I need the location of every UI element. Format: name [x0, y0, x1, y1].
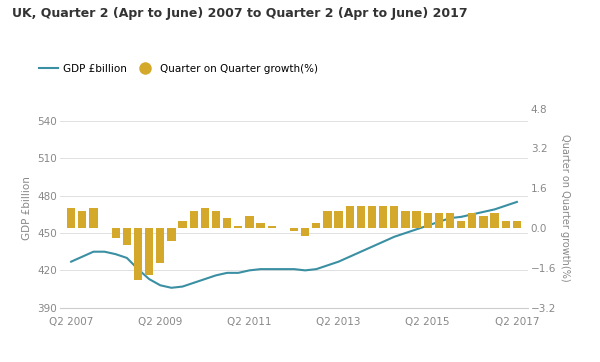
Bar [434, 213, 443, 228]
Bar [468, 213, 476, 228]
Bar [301, 228, 310, 236]
Bar [512, 220, 521, 228]
Bar [190, 211, 198, 228]
Bar [490, 213, 499, 228]
Bar [346, 206, 354, 228]
Bar [502, 220, 510, 228]
Bar [401, 211, 410, 228]
Bar [167, 228, 176, 240]
Bar [200, 208, 209, 228]
Bar [145, 228, 154, 275]
Bar [212, 211, 220, 228]
Bar [268, 226, 276, 228]
Bar [89, 208, 98, 228]
Bar [223, 218, 232, 228]
Bar [323, 211, 332, 228]
Bar [256, 223, 265, 228]
Text: UK, Quarter 2 (Apr to June) 2007 to Quarter 2 (Apr to June) 2017: UK, Quarter 2 (Apr to June) 2007 to Quar… [12, 7, 467, 20]
Legend: GDP £billion, Quarter on Quarter growth(%): GDP £billion, Quarter on Quarter growth(… [35, 59, 322, 78]
Bar [334, 211, 343, 228]
Bar [290, 228, 298, 231]
Bar [412, 211, 421, 228]
Bar [245, 216, 254, 228]
Bar [112, 228, 120, 238]
Bar [67, 208, 76, 228]
Bar [234, 226, 242, 228]
Bar [356, 206, 365, 228]
Y-axis label: Quarter on Quarter growth(%): Quarter on Quarter growth(%) [560, 134, 570, 282]
Bar [379, 206, 388, 228]
Bar [134, 228, 142, 280]
Bar [122, 228, 131, 245]
Bar [424, 213, 432, 228]
Bar [178, 220, 187, 228]
Bar [312, 223, 320, 228]
Bar [156, 228, 164, 263]
Bar [78, 211, 86, 228]
Bar [479, 216, 488, 228]
Bar [390, 206, 398, 228]
Y-axis label: GDP £billion: GDP £billion [22, 176, 32, 240]
Bar [446, 213, 454, 228]
Bar [368, 206, 376, 228]
Bar [457, 220, 466, 228]
